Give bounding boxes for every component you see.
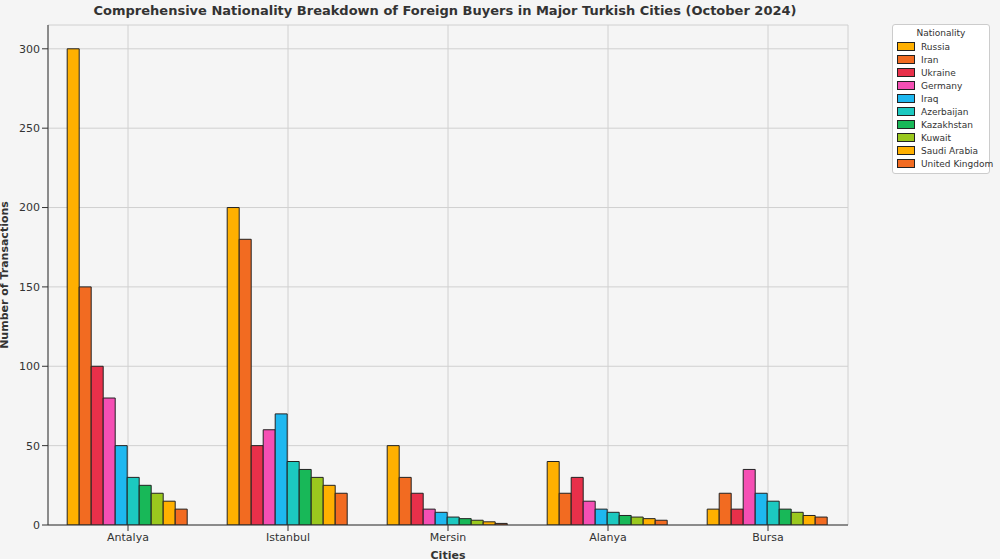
html-text:Comprehensive Nationality Brea: Comprehensive Nationality Breakdown of F… xyxy=(93,3,797,18)
svg-text:50: 50 xyxy=(26,440,40,453)
html-text:Saudi Arabia: Saudi Arabia xyxy=(921,145,979,156)
html-text:Kazakhstan: Kazakhstan xyxy=(921,119,973,130)
html-text:United Kingdom: United Kingdom xyxy=(921,158,994,169)
svg-text:Cities: Cities xyxy=(431,549,466,559)
svg-text:Number of Transactions: Number of Transactions xyxy=(8,201,11,349)
html-text:Iraq: Iraq xyxy=(921,93,939,104)
svg-text:300: 300 xyxy=(19,43,40,56)
svg-text:Alanya: Alanya xyxy=(589,531,627,544)
html-text:Nationality: Nationality xyxy=(916,28,966,38)
html-text:Germany: Germany xyxy=(921,80,963,91)
svg-text:200: 200 xyxy=(19,201,40,214)
svg-text:150: 150 xyxy=(19,281,40,294)
svg-text:Mersin: Mersin xyxy=(430,531,467,544)
svg-text:Bursa: Bursa xyxy=(752,531,784,544)
svg-text:0: 0 xyxy=(33,519,40,532)
html-text:Azerbaijan: Azerbaijan xyxy=(921,106,969,117)
html-text:Kuwait: Kuwait xyxy=(921,132,952,143)
html-text:Russia: Russia xyxy=(921,41,950,52)
svg-text:100: 100 xyxy=(19,360,40,373)
svg-text:Istanbul: Istanbul xyxy=(266,531,310,544)
svg-text:Antalya: Antalya xyxy=(107,531,149,544)
html-text:Ukraine: Ukraine xyxy=(921,67,956,78)
html-text:Iran: Iran xyxy=(921,54,939,65)
svg-text:250: 250 xyxy=(19,122,40,135)
